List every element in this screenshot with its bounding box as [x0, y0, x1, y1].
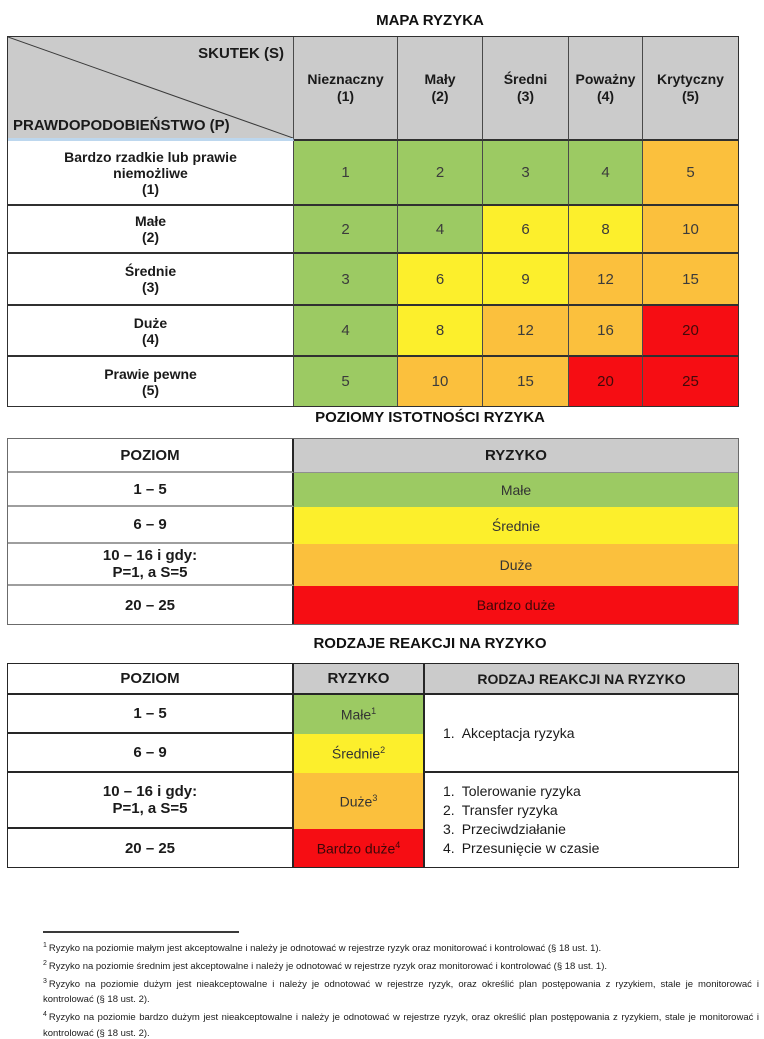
matrix-cell: 2	[398, 141, 483, 206]
level-range-cell: 6 – 9	[8, 507, 294, 544]
reactions-table: POZIOM RYZYKO RODZAJ REAKCJI NA RYZYKO 1…	[7, 663, 739, 868]
matrix-cell: 3	[483, 141, 569, 206]
risk-level-cell: Średnie	[294, 507, 738, 544]
reactions-header-rodzaj: RODZAJ REAKCJI NA RYZYKO	[425, 664, 738, 695]
matrix-cell: 25	[643, 357, 738, 406]
risk-level-cell: Duże	[294, 544, 738, 586]
reaction-group-accept: 1. Akceptacja ryzyka	[425, 695, 738, 773]
levels-header-poziom: POZIOM	[8, 439, 294, 473]
matrix-cell: 2	[294, 206, 398, 254]
corner-cell: SKUTEK (S) PRAWDOPODOBIEŃSTWO (P)	[8, 37, 294, 141]
risk-level-cell: Średnie2	[294, 734, 425, 773]
matrix-cell: 4	[294, 306, 398, 357]
risk-map-table: SKUTEK (S) PRAWDOPODOBIEŃSTWO (P) Niezna…	[7, 36, 739, 407]
reaction-item: 2. Transfer ryzyka	[443, 802, 558, 818]
reaction-group-mitigate: 1. Tolerowanie ryzyka 2. Transfer ryzyka 3…	[425, 773, 738, 867]
reactions-title: RODZAJE REAKCJI NA RYZYKO	[313, 635, 547, 652]
column-header-krytyczny: Krytyczny (5)	[643, 37, 738, 141]
footnote-ref: 2	[380, 745, 386, 756]
matrix-cell: 12	[483, 306, 569, 357]
risk-level-cell: Bardzo duże	[294, 586, 738, 624]
levels-table: POZIOM RYZYKO 1 – 5 Małe 6 – 9 Średnie 1…	[7, 438, 739, 625]
reaction-item: 3. Przeciwdziałanie	[443, 821, 566, 837]
column-header-sredni: Średni (3)	[483, 37, 569, 141]
risk-level-cell: Bardzo duże4	[294, 829, 425, 867]
row-label-srednie: Średnie (3)	[8, 254, 294, 306]
matrix-cell: 10	[398, 357, 483, 406]
reaction-item: 1. Tolerowanie ryzyka	[443, 783, 581, 799]
matrix-cell: 4	[398, 206, 483, 254]
levels-title: POZIOMY ISTOTNOŚCI RYZYKA	[315, 409, 545, 426]
matrix-cell: 9	[483, 254, 569, 306]
matrix-cell: 12	[569, 254, 643, 306]
levels-header-ryzyko: RYZYKO	[294, 439, 738, 473]
reaction-item: 1. Akceptacja ryzyka	[443, 724, 575, 741]
matrix-cell: 16	[569, 306, 643, 357]
matrix-cell: 8	[569, 206, 643, 254]
reaction-item: 4. Przesunięcie w czasie	[443, 840, 600, 856]
level-range-cell: 1 – 5	[8, 473, 294, 507]
matrix-cell: 5	[294, 357, 398, 406]
column-header-powazny: Poważny (4)	[569, 37, 643, 141]
footnotes: 1 Ryzyko na poziomie małym jest akceptowa…	[43, 938, 759, 1039]
footnote-item: 3 Ryzyko na poziomie dużym jest nieakcept…	[43, 978, 759, 1006]
level-range-cell: 20 – 25	[8, 586, 294, 624]
footnote-item: 2 Ryzyko na poziomie średnim jest akcepto…	[43, 960, 608, 973]
matrix-cell: 6	[483, 206, 569, 254]
diagonal-line	[8, 37, 293, 138]
matrix-cell: 20	[569, 357, 643, 406]
matrix-cell: 1	[294, 141, 398, 206]
footnote-ref: 1	[371, 706, 377, 717]
reactions-header-ryzyko: RYZYKO	[294, 664, 425, 695]
matrix-cell: 5	[643, 141, 738, 206]
matrix-cell: 4	[569, 141, 643, 206]
row-label-prawie-pewne: Prawie pewne (5)	[8, 357, 294, 406]
level-range-cell: 10 – 16 i gdy: P=1, a S=5	[8, 773, 294, 829]
matrix-cell: 15	[483, 357, 569, 406]
footnote-item: 1 Ryzyko na poziomie małym jest akceptowa…	[43, 942, 602, 955]
row-label-bardzo-rzadkie: Bardzo rzadkie lub prawie niemożliwe (1)	[8, 141, 294, 206]
footnote-item: 4 Ryzyko na poziomie bardzo dużym jest ni…	[43, 1011, 759, 1039]
footnote-ref: 4	[395, 839, 401, 850]
level-range-cell: 1 – 5	[8, 695, 294, 734]
column-header-maly: Mały (2)	[398, 37, 483, 141]
column-header-nieznaczny: Nieznaczny (1)	[294, 37, 398, 141]
footnote-ref: 3	[372, 792, 378, 803]
matrix-cell: 8	[398, 306, 483, 357]
level-range-cell: 6 – 9	[8, 734, 294, 773]
row-label-male: Małe (2)	[8, 206, 294, 254]
level-range-cell: 10 – 16 i gdy: P=1, a S=5	[8, 544, 294, 586]
matrix-cell: 10	[643, 206, 738, 254]
reactions-header-poziom: POZIOM	[8, 664, 294, 695]
risk-level-cell: Małe1	[294, 695, 425, 734]
matrix-cell: 20	[643, 306, 738, 357]
level-range-cell: 20 – 25	[8, 829, 294, 867]
footnote-separator	[43, 931, 239, 933]
matrix-cell: 15	[643, 254, 738, 306]
probability-axis-label: PRAWDOPODOBIEŃSTWO (P)	[13, 117, 230, 134]
matrix-cell: 3	[294, 254, 398, 306]
effect-axis-label: SKUTEK (S)	[198, 45, 284, 62]
risk-map-title: MAPA RYZYKA	[376, 12, 484, 29]
risk-level-cell: Duże3	[294, 773, 425, 829]
matrix-cell: 6	[398, 254, 483, 306]
risk-level-cell: Małe	[294, 473, 738, 507]
row-label-duze: Duże (4)	[8, 306, 294, 357]
